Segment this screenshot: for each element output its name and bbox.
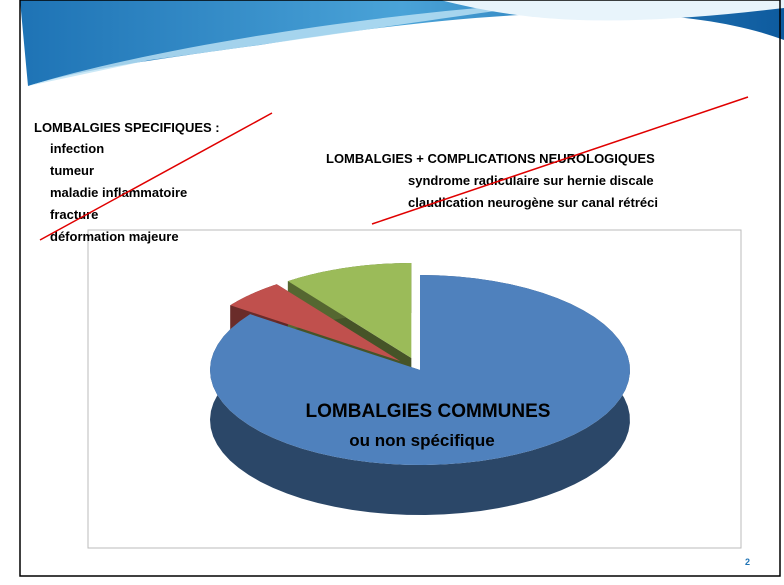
strike-line [371,96,749,225]
right-item: syndrome radiculaire sur hernie discale [408,173,654,188]
page-number: 2 [745,557,750,567]
pie-label: ou non spécifique [349,431,494,450]
strike-line [39,112,273,241]
chart-frame [87,229,742,549]
slice [230,284,401,362]
left-item: tumeur [50,163,94,178]
header-wave [20,0,784,86]
slide-frame [19,0,781,577]
slice [210,275,630,465]
slice [287,263,412,359]
pie [210,263,630,515]
left-title: LOMBALGIES SPECIFIQUES : [34,120,220,135]
left-item: maladie inflammatoire [50,185,187,200]
left-item: déformation majeure [50,229,179,244]
right-title: LOMBALGIES + COMPLICATIONS NEUROLOGIQUES [326,151,655,166]
header-wave-highlight [440,0,784,21]
pie-label: LOMBALGIES COMMUNES [306,401,551,422]
left-item: fracture [50,207,98,222]
right-item: claudication neurogène sur canal rétréci [408,195,658,210]
left-item: infection [50,141,104,156]
